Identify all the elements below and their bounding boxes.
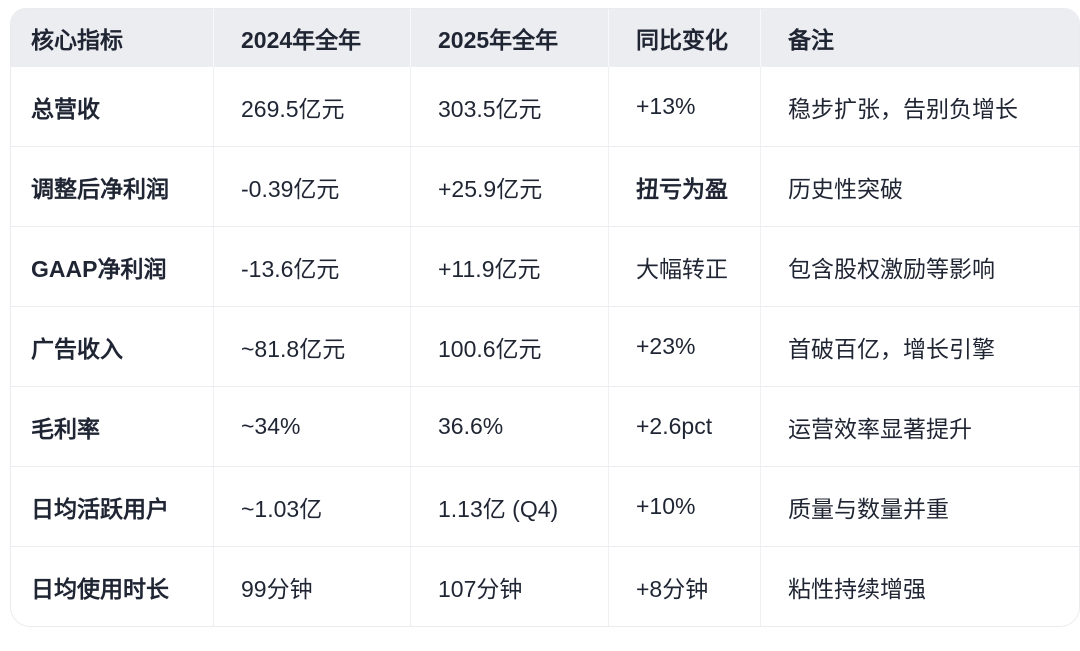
metrics-table-page: 核心指标 2024年全年 2025年全年 同比变化 备注 总营收 269.5亿元… [10,8,1080,627]
metrics-table-container: 核心指标 2024年全年 2025年全年 同比变化 备注 总营收 269.5亿元… [10,8,1080,627]
cell-2025-value: +25.9亿元 [410,146,608,226]
cell-metric: 总营收 [11,67,213,146]
cell-2024-value: -0.39亿元 [213,146,410,226]
column-header-2025: 2025年全年 [410,9,608,67]
header-row: 核心指标 2024年全年 2025年全年 同比变化 备注 [11,9,1079,67]
cell-2024-value: ~34% [213,386,410,466]
cell-yoy-change: +2.6pct [608,386,760,466]
cell-2025-value: 1.13亿 (Q4) [410,466,608,546]
column-header-2024: 2024年全年 [213,9,410,67]
cell-2024-value: 269.5亿元 [213,67,410,146]
cell-metric: 日均使用时长 [11,546,213,626]
cell-2025-value: 100.6亿元 [410,306,608,386]
table-row: 调整后净利润 -0.39亿元 +25.9亿元 扭亏为盈 历史性突破 [11,146,1079,226]
cell-note: 稳步扩张，告别负增长 [760,67,1079,146]
cell-note: 包含股权激励等影响 [760,226,1079,306]
cell-metric: 毛利率 [11,386,213,466]
table-row: 广告收入 ~81.8亿元 100.6亿元 +23% 首破百亿，增长引擎 [11,306,1079,386]
column-header-yoy-change: 同比变化 [608,9,760,67]
cell-2024-value: ~81.8亿元 [213,306,410,386]
table-row: 总营收 269.5亿元 303.5亿元 +13% 稳步扩张，告别负增长 [11,67,1079,146]
table-row: 日均使用时长 99分钟 107分钟 +8分钟 粘性持续增强 [11,546,1079,626]
cell-2025-value: 107分钟 [410,546,608,626]
cell-note: 粘性持续增强 [760,546,1079,626]
cell-yoy-change: 扭亏为盈 [608,146,760,226]
cell-note: 首破百亿，增长引擎 [760,306,1079,386]
table-row: 毛利率 ~34% 36.6% +2.6pct 运营效率显著提升 [11,386,1079,466]
cell-2025-value: 36.6% [410,386,608,466]
cell-yoy-change: +8分钟 [608,546,760,626]
table-row: GAAP净利润 -13.6亿元 +11.9亿元 大幅转正 包含股权激励等影响 [11,226,1079,306]
column-header-notes: 备注 [760,9,1079,67]
column-header-metric: 核心指标 [11,9,213,67]
cell-yoy-change: +10% [608,466,760,546]
cell-metric: 广告收入 [11,306,213,386]
table-body: 总营收 269.5亿元 303.5亿元 +13% 稳步扩张，告别负增长 调整后净… [11,67,1079,626]
cell-yoy-change: +23% [608,306,760,386]
table-header: 核心指标 2024年全年 2025年全年 同比变化 备注 [11,9,1079,67]
cell-note: 历史性突破 [760,146,1079,226]
cell-note: 质量与数量并重 [760,466,1079,546]
cell-2024-value: ~1.03亿 [213,466,410,546]
cell-note: 运营效率显著提升 [760,386,1079,466]
cell-metric: GAAP净利润 [11,226,213,306]
cell-yoy-change: +13% [608,67,760,146]
cell-metric: 日均活跃用户 [11,466,213,546]
cell-yoy-change: 大幅转正 [608,226,760,306]
cell-2025-value: +11.9亿元 [410,226,608,306]
cell-metric: 调整后净利润 [11,146,213,226]
cell-2024-value: 99分钟 [213,546,410,626]
cell-2024-value: -13.6亿元 [213,226,410,306]
table-row: 日均活跃用户 ~1.03亿 1.13亿 (Q4) +10% 质量与数量并重 [11,466,1079,546]
metrics-table: 核心指标 2024年全年 2025年全年 同比变化 备注 总营收 269.5亿元… [11,9,1079,626]
cell-2025-value: 303.5亿元 [410,67,608,146]
